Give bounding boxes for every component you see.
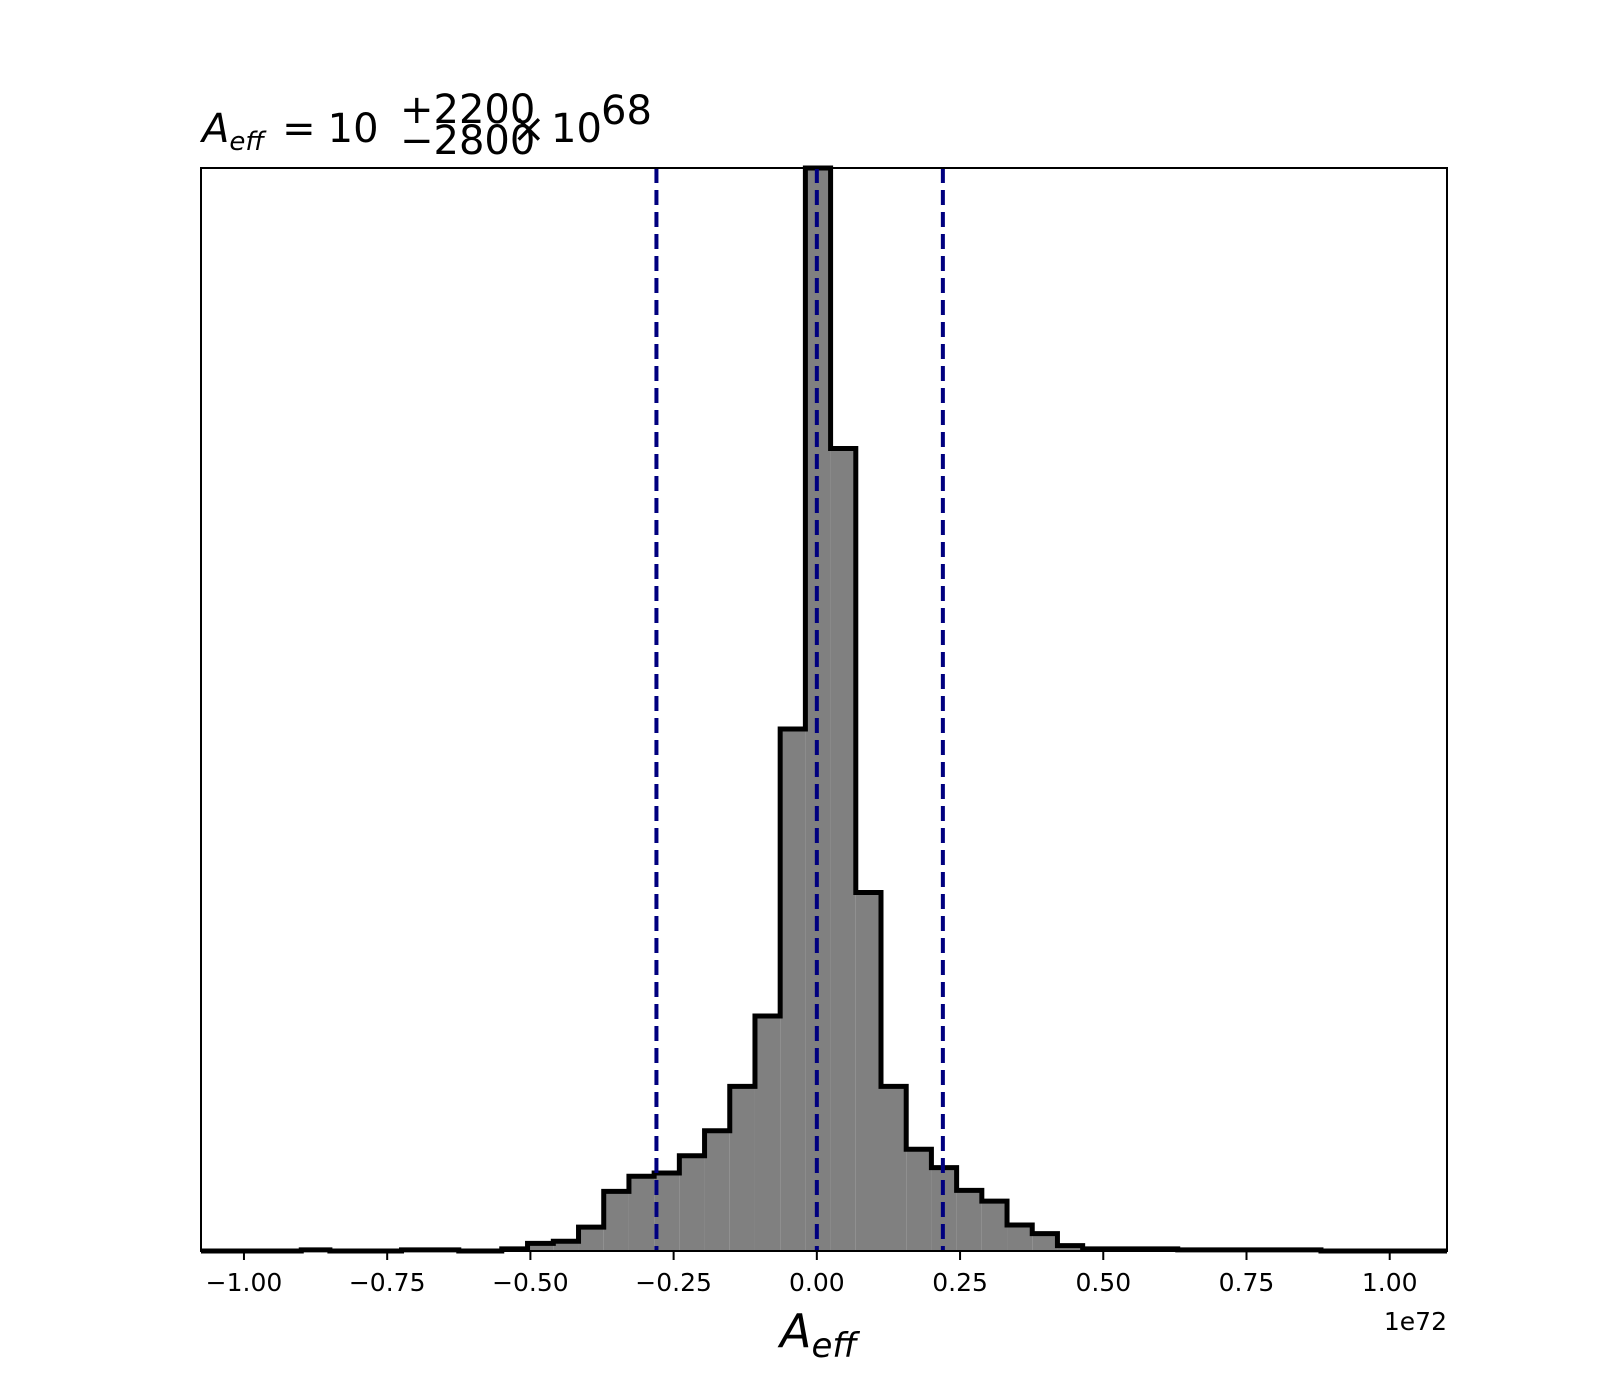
title-base: 10: [328, 106, 379, 152]
histogram-bar: [881, 1086, 907, 1251]
interval-lines: [654, 168, 945, 1251]
histogram-bar: [679, 1155, 705, 1251]
x-tick-label: −1.00: [206, 1268, 283, 1297]
xlabel-symbol: A: [777, 1304, 811, 1358]
x-tick-label: −0.50: [492, 1268, 569, 1297]
x-tick-label: 1.00: [1362, 1268, 1418, 1297]
histogram-bar: [780, 728, 806, 1251]
title-symbol-subscript: eff: [229, 127, 267, 157]
histogram-bar: [906, 1149, 932, 1251]
title-times: ×: [512, 106, 546, 152]
histogram-bar: [729, 1086, 755, 1251]
x-tick-label: 0.00: [789, 1268, 845, 1297]
histogram-bar: [578, 1227, 604, 1251]
title-equals: =: [282, 106, 316, 152]
chart-title: Aeff = 10: [199, 106, 379, 157]
xlabel-subscript: eff: [811, 1326, 860, 1366]
title-symbol: A: [199, 106, 229, 152]
histogram-bar: [981, 1201, 1008, 1251]
histogram-bars: [301, 168, 1321, 1251]
histogram-bar: [1032, 1233, 1058, 1251]
histogram-bar: [1057, 1245, 1083, 1251]
histogram-bar: [1007, 1225, 1033, 1251]
x-axis-label: Aeff: [777, 1304, 860, 1366]
title-mult-exponent: 68: [601, 88, 652, 134]
axes-frame: [200, 167, 1448, 1252]
x-offset-label: 1e72: [1384, 1307, 1447, 1336]
histogram-bar: [628, 1176, 655, 1251]
histogram-outline: [201, 165, 1447, 1254]
x-tick-label: 0.75: [1219, 1268, 1275, 1297]
histogram-bar: [830, 448, 856, 1251]
histogram-bar: [754, 1015, 781, 1251]
x-tick-label: 0.50: [1075, 1268, 1131, 1297]
histogram-bar: [603, 1191, 629, 1251]
histogram-bar: [855, 892, 882, 1251]
x-tick-label: 0.25: [932, 1268, 988, 1297]
x-axis-ticks: −1.00 −0.75 −0.50 −0.25 0.00 0.25 0.50 0.75 1.00: [206, 1251, 1418, 1297]
histogram-bar: [704, 1130, 730, 1251]
histogram-bar: [553, 1241, 579, 1251]
title-superscript: +2200: [400, 87, 535, 133]
x-tick-label: −0.25: [635, 1268, 712, 1297]
histogram-bar: [527, 1243, 554, 1251]
histogram-bar: [956, 1190, 982, 1251]
title-subscript: −2800: [400, 118, 535, 164]
title-mult-base: 10: [551, 106, 602, 152]
x-tick-label: −0.75: [349, 1268, 426, 1297]
